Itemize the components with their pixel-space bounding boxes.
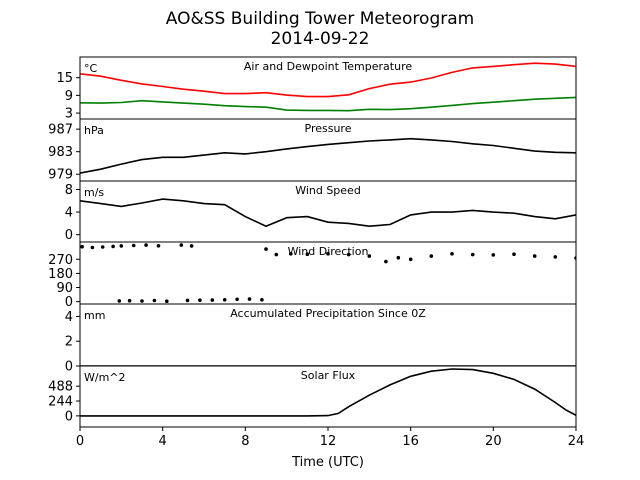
temperature-panel: 3 9 15 Air and Dewpoint Temperature °C [56,56,577,122]
wind-direction-point [198,298,202,303]
pressure-unit-label: hPa [84,124,104,137]
figure-title: AO&SS Building Tower Meteorogram [166,9,474,29]
x-tick-label: 24 [568,434,585,449]
pressure-ytick-label: 987 [48,123,73,138]
wind-direction-point [274,252,279,257]
figure-date: 2014-09-22 [271,29,370,49]
wind-direction-point [80,244,84,249]
temperature-ytick-label: 9 [65,89,73,104]
wind-direction-point [491,253,496,257]
x-tick-label: 20 [485,434,502,449]
precipitation-ytick-label: 2 [65,335,73,350]
wind-direction-point [152,298,157,303]
wind-direction-point [260,298,264,302]
x-tick-label: 4 [159,434,167,449]
x-axis-label: Time (UTC) [291,455,364,470]
wind-direction-ytick-label: 90 [56,281,73,296]
wind-direction-point [470,252,475,257]
wind-direction-point [127,298,132,303]
pressure-line [80,137,576,174]
wind-speed-panel: 0 4 8 Wind Speed m/s [65,180,577,243]
panels-group: 3 9 15 Air and Dewpoint Temperature °C 979 983… [48,56,577,428]
wind-direction-point [222,298,227,302]
wind-direction-point [185,298,190,303]
wind-direction-point [429,254,434,258]
wind-speed-ytick-label: 0 [65,228,73,243]
wind-direction-point [210,298,215,302]
wind-speed-ytick-label: 4 [65,206,73,221]
wind-direction-ytick-label: 270 [48,253,73,268]
wind-speed-marks [80,198,576,228]
precipitation-title: Accumulated Precipitation Since 0Z [230,307,426,320]
wind-direction-point [384,259,388,264]
pressure-title: Pressure [305,122,352,135]
wind-direction-point [367,254,372,258]
wind-direction-ytick-label: 0 [65,295,73,310]
wind-direction-marks [80,243,576,304]
precipitation-ytick-label: 4 [65,310,73,325]
wind-direction-point [144,243,148,247]
wind-direction-point [131,243,136,248]
temperature-unit-label: °C [84,62,98,75]
wind-direction-point [553,255,558,259]
wind-direction-point [111,244,115,249]
pressure-ytick-label: 979 [48,168,73,183]
pressure-ytick-label: 983 [48,145,73,160]
wind-direction-point [100,245,105,249]
wind-direction-point [90,245,95,250]
wind-direction-ytick-label: 180 [48,267,73,282]
temperature-ytick-label: 3 [65,107,73,122]
wind-direction-point [532,254,537,258]
wind-speed-line [80,198,576,228]
wind-direction-point [165,299,169,304]
x-tick-label: 0 [76,434,84,449]
temperature-ytick-label: 15 [56,71,73,86]
solar-flux-line [80,368,576,417]
solar-flux-marks [80,368,576,417]
precipitation-unit-label: mm [84,309,105,322]
wind-direction-point [189,244,194,248]
wind-speed-title: Wind Speed [295,184,361,197]
wind-direction-point [326,252,330,256]
solar-flux-ytick-label: 0 [65,409,73,424]
wind-direction-point [156,244,161,248]
x-tick-label: 8 [241,434,249,449]
x-tick-label: 16 [402,434,419,449]
wind-direction-point [512,252,516,256]
wind-speed-unit-label: m/s [84,186,104,199]
wind-direction-point [289,252,293,256]
pressure-panel: 979 983 987 Pressure hPa [48,118,577,183]
wind-speed-ytick-label: 8 [65,183,73,198]
wind-direction-point [264,247,268,251]
wind-direction-point [179,243,184,247]
wind-direction-point [450,252,454,256]
wind-direction-point [305,252,310,256]
solar-flux-unit-label: W/m^2 [84,371,126,384]
wind-direction-point [235,297,239,302]
wind-direction-point [396,255,401,260]
precipitation-ytick-label: 0 [65,360,73,375]
temperature-marks [80,62,576,112]
wind-direction-point [247,297,252,301]
time-axis: 0 4 8 12 16 20 24 [76,427,584,449]
wind-direction-point [119,244,124,248]
wind-direction-point [346,252,351,257]
temperature-dewpoint-line [80,96,576,112]
precipitation-panel: 0 2 4 Accumulated Precipitation Since 0Z mm [65,303,577,375]
solar-flux-title: Solar Flux [301,369,356,382]
wind-direction-point [140,299,144,303]
solar-flux-ytick-label: 488 [48,380,73,395]
pressure-marks [80,137,576,174]
solar-flux-ytick-label: 244 [48,395,73,410]
x-tick-label: 12 [320,434,337,449]
wind-direction-title: Wind Direction [288,245,369,258]
wind-direction-point [408,257,413,262]
wind-direction-point [117,299,122,303]
temperature-title: Air and Dewpoint Temperature [244,60,412,73]
temperature-air-line [80,62,576,98]
